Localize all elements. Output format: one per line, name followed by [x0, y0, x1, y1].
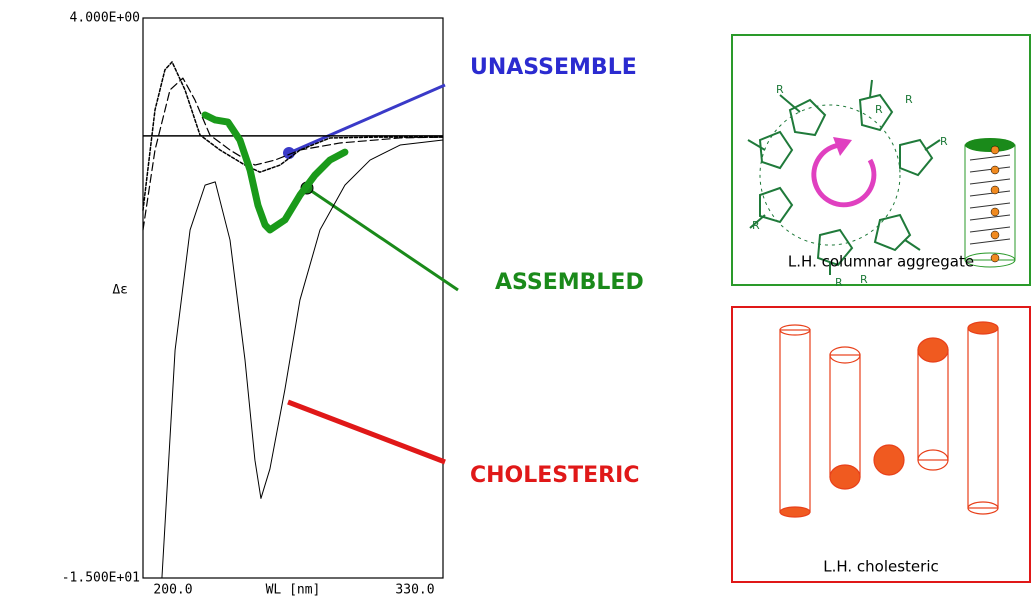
y-tick-label: 4.000E+00: [70, 11, 140, 26]
figure: Δε WL [nm] UNASSEMBLE ASSEMBLED CHOLESTE…: [0, 0, 1035, 601]
substituent-label: R: [905, 93, 913, 106]
substituent-label: R: [752, 219, 760, 232]
data-line: [162, 140, 443, 578]
plot-frame: [143, 18, 443, 578]
substituent-label: R: [875, 103, 883, 116]
connector: [288, 402, 445, 462]
substituent-label: R: [860, 273, 868, 286]
panel-box: [732, 35, 1030, 285]
panel-caption: L.H. cholesteric: [823, 558, 939, 576]
x-axis-label: WL [nm]: [266, 583, 321, 598]
annotation: ASSEMBLED: [495, 270, 644, 295]
x-tick-label: 330.0: [395, 583, 434, 598]
annotation: CHOLESTERIC: [470, 463, 639, 488]
substituent-label: R: [835, 276, 843, 289]
x-tick-label: 200.0: [153, 583, 192, 598]
data-line: [205, 115, 345, 230]
y-tick-label: -1.500E+01: [62, 571, 140, 586]
y-axis-label: Δε: [112, 283, 128, 298]
panel-caption: L.H. columnar aggregate: [788, 253, 974, 271]
annotation: UNASSEMBLE: [470, 55, 637, 80]
panel-box: [732, 307, 1030, 582]
substituent-label: R: [940, 135, 948, 148]
substituent-label: R: [776, 83, 784, 96]
connector: [307, 188, 458, 290]
